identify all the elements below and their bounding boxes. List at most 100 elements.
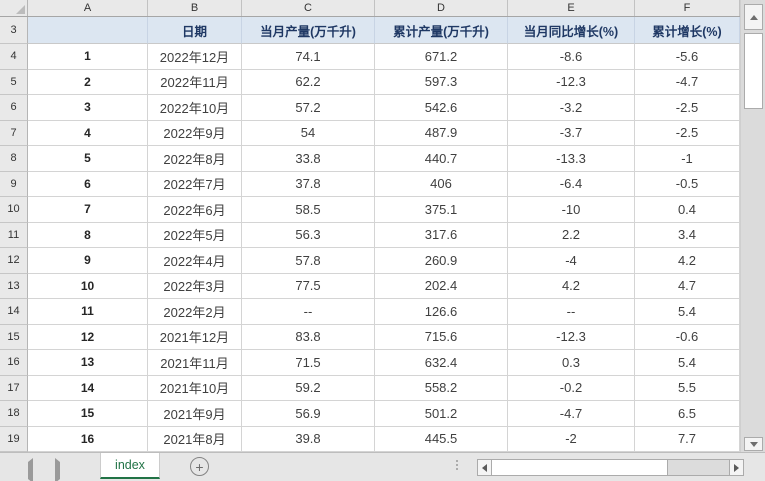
- cell-e[interactable]: -8.6: [508, 44, 635, 70]
- cell-c[interactable]: 56.9: [242, 401, 375, 427]
- cell-b[interactable]: 2021年12月: [148, 324, 242, 350]
- horizontal-scrollbar-thumb[interactable]: [492, 460, 668, 475]
- cell-f[interactable]: -2.5: [635, 120, 740, 146]
- cell-e[interactable]: -12.3: [508, 69, 635, 95]
- cell-c[interactable]: 71.5: [242, 350, 375, 376]
- cell-d[interactable]: 126.6: [375, 299, 508, 325]
- cell-e[interactable]: 4.2: [508, 273, 635, 299]
- row-header[interactable]: 12: [0, 248, 28, 274]
- tab-area-resize-handle[interactable]: [456, 460, 458, 470]
- cell-e[interactable]: -3.7: [508, 120, 635, 146]
- cell-d[interactable]: 375.1: [375, 197, 508, 223]
- row-header[interactable]: 19: [0, 426, 28, 452]
- cell-d[interactable]: 671.2: [375, 44, 508, 70]
- cell-a[interactable]: 1: [28, 44, 148, 70]
- row-header[interactable]: 10: [0, 197, 28, 223]
- cell-a[interactable]: 4: [28, 120, 148, 146]
- cell-d[interactable]: 715.6: [375, 324, 508, 350]
- cell-e[interactable]: -4: [508, 248, 635, 274]
- cell-c[interactable]: 39.8: [242, 426, 375, 452]
- cell-b[interactable]: 2022年10月: [148, 95, 242, 121]
- row-header[interactable]: 14: [0, 299, 28, 325]
- cell-a[interactable]: 13: [28, 350, 148, 376]
- cell-a[interactable]: 7: [28, 197, 148, 223]
- cell-d[interactable]: 406: [375, 171, 508, 197]
- horizontal-scrollbar-track[interactable]: [668, 460, 729, 475]
- row-header[interactable]: 15: [0, 324, 28, 350]
- cell-f[interactable]: 4.7: [635, 273, 740, 299]
- vertical-scrollbar-thumb[interactable]: [744, 33, 763, 109]
- cell-c[interactable]: 37.8: [242, 171, 375, 197]
- cell-d[interactable]: 597.3: [375, 69, 508, 95]
- header-cell[interactable]: 日期: [148, 17, 242, 44]
- scroll-right-button[interactable]: [729, 460, 743, 475]
- cell-f[interactable]: 3.4: [635, 222, 740, 248]
- select-all-corner[interactable]: [0, 0, 28, 16]
- sheet-tab-index[interactable]: index: [100, 453, 160, 479]
- cell-d[interactable]: 542.6: [375, 95, 508, 121]
- cell-e[interactable]: -3.2: [508, 95, 635, 121]
- previous-sheet-button[interactable]: [28, 458, 33, 481]
- cell-a[interactable]: 8: [28, 222, 148, 248]
- cell-c[interactable]: --: [242, 299, 375, 325]
- scroll-up-button[interactable]: [744, 4, 763, 30]
- cell-b[interactable]: 2022年11月: [148, 69, 242, 95]
- cell-b[interactable]: 2021年11月: [148, 350, 242, 376]
- cell-b[interactable]: 2022年12月: [148, 44, 242, 70]
- cell-f[interactable]: 5.5: [635, 375, 740, 401]
- cell-d[interactable]: 202.4: [375, 273, 508, 299]
- cell-c[interactable]: 77.5: [242, 273, 375, 299]
- cell-b[interactable]: 2022年2月: [148, 299, 242, 325]
- cell-a[interactable]: 9: [28, 248, 148, 274]
- header-cell[interactable]: [28, 17, 148, 44]
- cell-c[interactable]: 58.5: [242, 197, 375, 223]
- cell-f[interactable]: -1: [635, 146, 740, 172]
- horizontal-scrollbar[interactable]: [477, 459, 744, 476]
- cell-b[interactable]: 2022年3月: [148, 273, 242, 299]
- cell-c[interactable]: 59.2: [242, 375, 375, 401]
- column-letter[interactable]: F: [635, 0, 740, 16]
- cell-b[interactable]: 2021年8月: [148, 426, 242, 452]
- cell-c[interactable]: 54: [242, 120, 375, 146]
- cell-a[interactable]: 14: [28, 375, 148, 401]
- cell-c[interactable]: 74.1: [242, 44, 375, 70]
- column-letter[interactable]: D: [375, 0, 508, 16]
- cell-e[interactable]: --: [508, 299, 635, 325]
- cell-f[interactable]: -0.5: [635, 171, 740, 197]
- column-letter[interactable]: B: [148, 0, 242, 16]
- cell-d[interactable]: 558.2: [375, 375, 508, 401]
- cell-a[interactable]: 2: [28, 69, 148, 95]
- cell-e[interactable]: 0.3: [508, 350, 635, 376]
- row-header[interactable]: 4: [0, 44, 28, 70]
- row-header[interactable]: 11: [0, 222, 28, 248]
- column-letter[interactable]: C: [242, 0, 375, 16]
- cell-d[interactable]: 317.6: [375, 222, 508, 248]
- cell-f[interactable]: -4.7: [635, 69, 740, 95]
- cell-c[interactable]: 83.8: [242, 324, 375, 350]
- row-header[interactable]: 6: [0, 95, 28, 121]
- cell-a[interactable]: 12: [28, 324, 148, 350]
- next-sheet-button[interactable]: [55, 458, 60, 481]
- cell-b[interactable]: 2022年4月: [148, 248, 242, 274]
- cell-b[interactable]: 2022年7月: [148, 171, 242, 197]
- cell-f[interactable]: 0.4: [635, 197, 740, 223]
- row-header[interactable]: 8: [0, 146, 28, 172]
- cell-e[interactable]: -4.7: [508, 401, 635, 427]
- cell-b[interactable]: 2022年9月: [148, 120, 242, 146]
- cell-f[interactable]: -0.6: [635, 324, 740, 350]
- cell-f[interactable]: 6.5: [635, 401, 740, 427]
- cell-e[interactable]: -12.3: [508, 324, 635, 350]
- header-cell[interactable]: 当月同比增长(%): [508, 17, 635, 44]
- cell-a[interactable]: 6: [28, 171, 148, 197]
- cell-c[interactable]: 57.2: [242, 95, 375, 121]
- row-header[interactable]: 16: [0, 350, 28, 376]
- cell-f[interactable]: -2.5: [635, 95, 740, 121]
- cell-f[interactable]: 5.4: [635, 299, 740, 325]
- vertical-scrollbar[interactable]: [740, 0, 765, 452]
- row-header[interactable]: 17: [0, 375, 28, 401]
- cell-a[interactable]: 11: [28, 299, 148, 325]
- header-cell[interactable]: 当月产量(万千升): [242, 17, 375, 44]
- cell-f[interactable]: 5.4: [635, 350, 740, 376]
- scroll-left-button[interactable]: [478, 460, 492, 475]
- cell-d[interactable]: 487.9: [375, 120, 508, 146]
